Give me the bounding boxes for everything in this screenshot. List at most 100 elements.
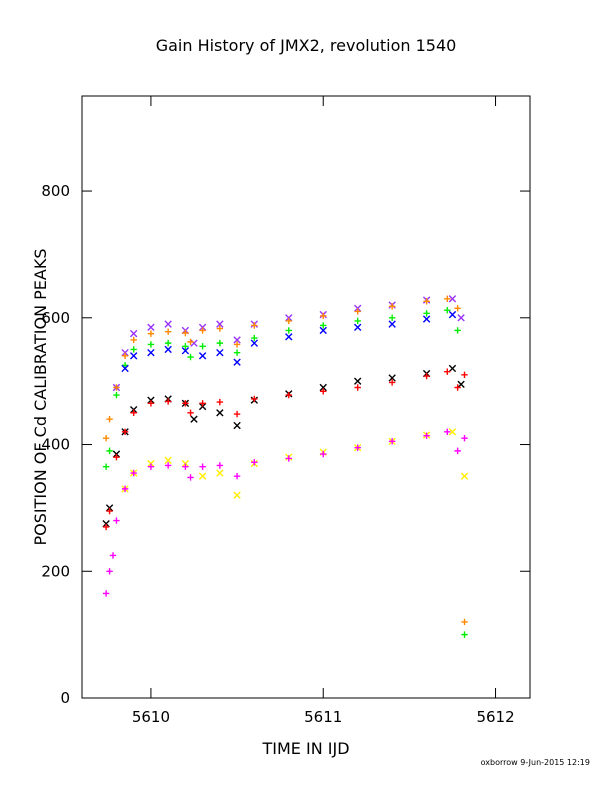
data-point — [106, 447, 113, 455]
y-tick-label: 600 — [41, 309, 70, 327]
data-point — [121, 485, 129, 493]
data-point — [187, 338, 194, 346]
data-point — [461, 371, 468, 379]
data-point — [164, 339, 172, 347]
data-point — [199, 463, 206, 470]
series — [102, 368, 468, 531]
data-point — [130, 409, 137, 417]
data-point — [233, 473, 241, 480]
x-tick-label: 5612 — [476, 708, 514, 726]
data-point — [182, 400, 189, 407]
data-point — [130, 346, 137, 353]
data-point — [216, 320, 224, 328]
data-point — [423, 310, 430, 317]
y-tick-label: 400 — [41, 436, 70, 454]
series — [102, 306, 468, 638]
data-point — [181, 347, 190, 355]
data-point — [423, 298, 430, 305]
data-point — [121, 364, 129, 373]
series — [102, 428, 468, 597]
data-point — [182, 463, 189, 470]
data-point — [319, 383, 327, 392]
data-point — [121, 352, 129, 360]
data-point — [190, 415, 198, 423]
data-point — [164, 462, 172, 469]
data-point — [187, 474, 194, 481]
data-point — [461, 434, 468, 442]
axis-ticks — [82, 96, 530, 699]
data-point — [216, 469, 224, 477]
y-axis-label: POSITION OF Cd CALIBRATION PEAKS — [31, 249, 50, 546]
data-point — [233, 421, 241, 430]
data-point — [106, 507, 113, 515]
data-point — [233, 341, 241, 348]
data-point — [444, 428, 451, 436]
data-point — [129, 329, 138, 338]
data-point — [113, 454, 120, 461]
data-point — [461, 631, 468, 638]
data-point — [113, 384, 120, 391]
data-point — [388, 320, 396, 328]
data-point — [129, 352, 138, 360]
data-point — [353, 323, 362, 331]
data-point — [113, 391, 120, 399]
data-point — [457, 314, 465, 322]
data-point — [285, 317, 292, 325]
data-point — [454, 305, 461, 312]
data-point — [422, 315, 431, 323]
data-point — [320, 312, 327, 320]
data-point — [251, 395, 258, 403]
data-point — [109, 552, 117, 559]
data-point — [121, 362, 129, 369]
data-point — [164, 320, 172, 328]
data-point — [190, 339, 198, 347]
footer-credit: oxborrow 9-Jun-2015 12:19 — [480, 758, 590, 767]
data-point — [354, 308, 361, 315]
data-point — [444, 295, 451, 302]
data-point — [102, 463, 110, 470]
data-point — [164, 398, 172, 405]
data-point — [233, 349, 241, 356]
x-tick-label: 5610 — [132, 708, 170, 726]
y-tick-label: 200 — [41, 562, 70, 580]
series — [102, 295, 468, 626]
data-point — [106, 568, 113, 575]
data-point — [199, 327, 206, 334]
plot-frame — [81, 95, 531, 699]
data-point — [320, 322, 327, 329]
data-point — [147, 400, 155, 407]
data-point — [251, 459, 258, 466]
data-point — [233, 410, 241, 418]
data-point — [251, 334, 258, 342]
data-point — [319, 326, 327, 335]
data-point — [444, 368, 451, 375]
data-point — [233, 491, 241, 499]
data-point — [164, 328, 172, 335]
data-point — [102, 434, 110, 442]
data-point — [454, 327, 461, 334]
data-point — [147, 341, 155, 348]
series — [121, 428, 469, 499]
data-point — [457, 380, 465, 389]
data-point — [250, 339, 259, 347]
data-point — [285, 455, 292, 462]
data-point — [216, 409, 224, 417]
data-point — [182, 343, 189, 350]
axis-labels: 5610 5611 5612 0 200 400 600 800 TIME IN IJD POSI… — [31, 182, 515, 758]
x-axis-label: TIME IN IJD — [261, 739, 349, 758]
data-point — [147, 330, 155, 337]
series-layer — [102, 295, 469, 638]
data-point — [285, 327, 292, 334]
data-point — [448, 364, 457, 373]
data-point — [388, 314, 396, 321]
data-point — [320, 388, 327, 395]
data-point — [113, 517, 120, 524]
data-point — [423, 432, 430, 439]
data-point — [233, 358, 241, 366]
data-point — [147, 323, 155, 331]
data-point — [444, 306, 451, 314]
data-point — [121, 428, 129, 436]
data-point — [354, 384, 361, 391]
data-point — [461, 618, 468, 626]
data-point — [147, 463, 155, 470]
